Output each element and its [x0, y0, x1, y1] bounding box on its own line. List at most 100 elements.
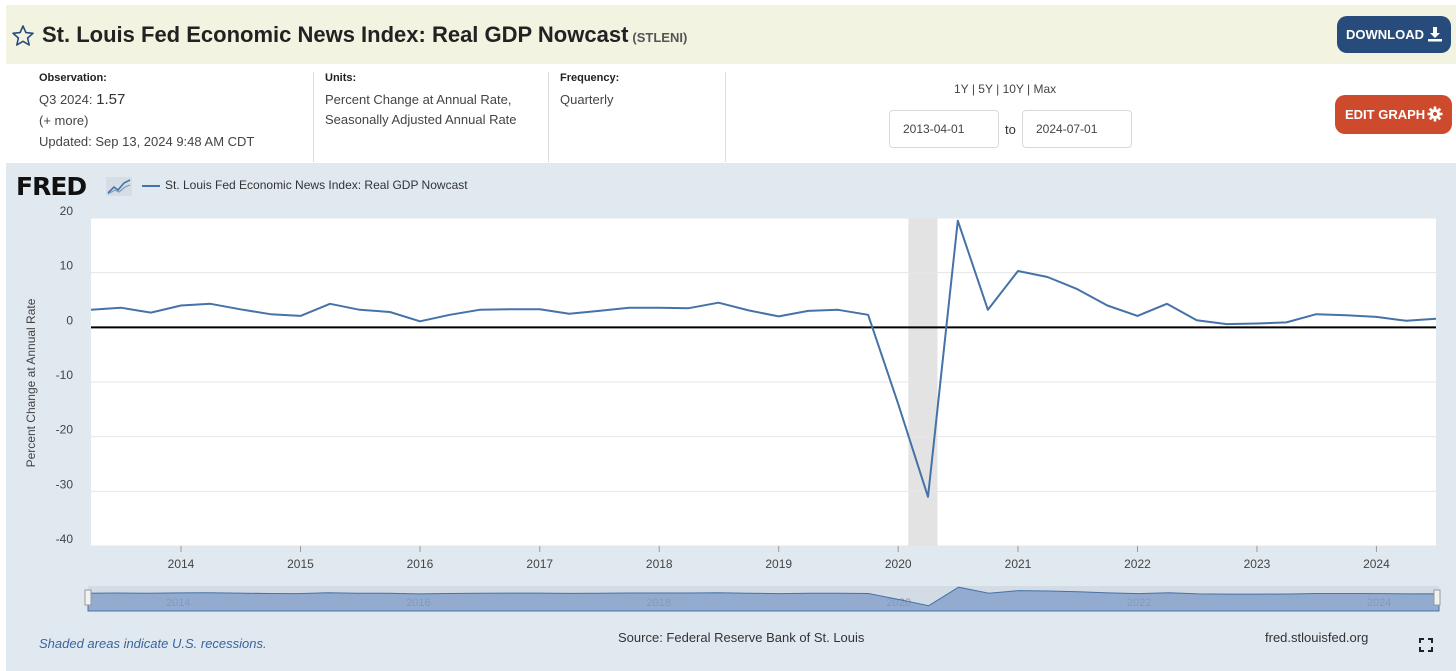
data-point[interactable]: [1134, 313, 1140, 319]
data-point[interactable]: [477, 307, 483, 313]
data-point[interactable]: [955, 218, 961, 224]
data-point[interactable]: [1104, 302, 1110, 308]
data-point[interactable]: [267, 311, 273, 317]
x-tick-label: 2024: [1363, 557, 1390, 571]
more-link[interactable]: (+ more): [39, 113, 89, 128]
data-point[interactable]: [895, 401, 901, 407]
data-point[interactable]: [1433, 316, 1439, 322]
navigator-handle-right[interactable]: [1433, 589, 1441, 606]
units-block: Units: Percent Change at Annual Rate, Se…: [325, 72, 545, 162]
x-tick-label: 2018: [646, 557, 673, 571]
legend-swatch: [142, 184, 160, 187]
data-point[interactable]: [297, 313, 303, 319]
data-point[interactable]: [596, 308, 602, 314]
data-point[interactable]: [686, 305, 692, 311]
page-title: St. Louis Fed Economic News Index: Real …: [42, 22, 687, 48]
data-point[interactable]: [1283, 319, 1289, 325]
observation-period: Q3 2024:: [39, 92, 93, 107]
data-point[interactable]: [1074, 286, 1080, 292]
series-line: [90, 219, 1437, 498]
edit-graph-label: EDIT GRAPH: [1345, 107, 1426, 122]
range-separator: |: [996, 82, 1000, 96]
units-line2: Seasonally Adjusted Annual Rate: [325, 112, 517, 127]
range-selector: 1Y | 5Y | 10Y | Max: [954, 82, 1056, 96]
data-point[interactable]: [985, 307, 991, 313]
fullscreen-icon[interactable]: [1419, 638, 1433, 652]
data-point[interactable]: [776, 313, 782, 319]
data-point[interactable]: [1015, 268, 1021, 274]
data-point[interactable]: [1373, 314, 1379, 320]
data-point[interactable]: [178, 302, 184, 308]
range-5y[interactable]: 5Y: [978, 82, 993, 96]
range-separator: |: [971, 82, 975, 96]
y-tick-label: 20: [60, 204, 74, 218]
recession-note: Shaded areas indicate U.S. recessions.: [39, 636, 267, 651]
data-point[interactable]: [626, 305, 632, 311]
data-point[interactable]: [327, 301, 333, 307]
data-point[interactable]: [566, 311, 572, 317]
data-point[interactable]: [417, 318, 423, 324]
y-tick-label: 0: [66, 313, 73, 327]
x-tick-label: 2017: [526, 557, 553, 571]
edit-graph-button[interactable]: EDIT GRAPH: [1335, 95, 1452, 134]
star-icon[interactable]: [11, 24, 35, 48]
series-title: St. Louis Fed Economic News Index: Real …: [42, 22, 629, 47]
updated-text: Updated: Sep 13, 2024 9:48 AM CDT: [39, 134, 255, 149]
start-date-input[interactable]: [889, 110, 999, 148]
x-tick-label: 2021: [1005, 557, 1032, 571]
data-point[interactable]: [925, 494, 931, 500]
gear-icon: [1427, 106, 1443, 122]
data-point[interactable]: [656, 305, 662, 311]
y-tick-label: 10: [60, 259, 74, 273]
data-point[interactable]: [1403, 318, 1409, 324]
data-point[interactable]: [507, 306, 513, 312]
site-url[interactable]: fred.stlouisfed.org: [1265, 630, 1369, 645]
fred-chart-icon: [106, 177, 132, 196]
data-point[interactable]: [207, 301, 213, 307]
units-line1: Percent Change at Annual Rate,: [325, 92, 512, 107]
chart-legend: St. Louis Fed Economic News Index: Real …: [142, 178, 468, 192]
data-point[interactable]: [537, 306, 543, 312]
x-tick-label: 2022: [1124, 557, 1151, 571]
title-bar: [6, 5, 1456, 64]
data-point[interactable]: [1044, 274, 1050, 280]
range-1y[interactable]: 1Y: [954, 82, 969, 96]
y-tick-label: -30: [56, 477, 74, 491]
observation-block: Observation: Q3 2024: 1.57 (+ more) Upda…: [39, 72, 309, 162]
data-point[interactable]: [1164, 301, 1170, 307]
x-tick-label: 2019: [765, 557, 792, 571]
frequency-value: Quarterly: [560, 92, 614, 107]
data-point[interactable]: [805, 308, 811, 314]
divider: [548, 72, 549, 162]
data-point[interactable]: [835, 307, 841, 313]
observation-label: Observation:: [39, 72, 107, 84]
download-button[interactable]: DOWNLOAD: [1337, 16, 1451, 53]
data-point[interactable]: [88, 307, 94, 313]
x-tick-label: 2015: [287, 557, 314, 571]
data-point[interactable]: [387, 309, 393, 315]
frequency-block: Frequency: Quarterly: [560, 72, 720, 162]
range-max[interactable]: Max: [1033, 82, 1057, 96]
end-date-input[interactable]: [1022, 110, 1132, 148]
data-point[interactable]: [1313, 311, 1319, 317]
data-point[interactable]: [746, 307, 752, 313]
y-tick-label: -20: [56, 423, 74, 437]
data-point[interactable]: [237, 306, 243, 312]
data-point[interactable]: [715, 300, 721, 306]
data-point[interactable]: [148, 310, 154, 316]
x-tick-label: 2016: [407, 557, 434, 571]
y-tick-label: -10: [56, 368, 74, 382]
range-10y[interactable]: 10Y: [1002, 82, 1024, 96]
navigator-handle-left[interactable]: [84, 589, 92, 606]
data-point[interactable]: [1194, 317, 1200, 323]
data-point[interactable]: [357, 307, 363, 313]
fred-logo[interactable]: FRED: [16, 172, 87, 201]
data-point[interactable]: [1224, 321, 1230, 327]
data-point[interactable]: [865, 312, 871, 318]
data-point[interactable]: [447, 312, 453, 318]
data-point[interactable]: [1343, 312, 1349, 318]
download-icon: [1428, 27, 1442, 42]
data-point[interactable]: [118, 305, 124, 311]
data-point[interactable]: [1254, 321, 1260, 327]
